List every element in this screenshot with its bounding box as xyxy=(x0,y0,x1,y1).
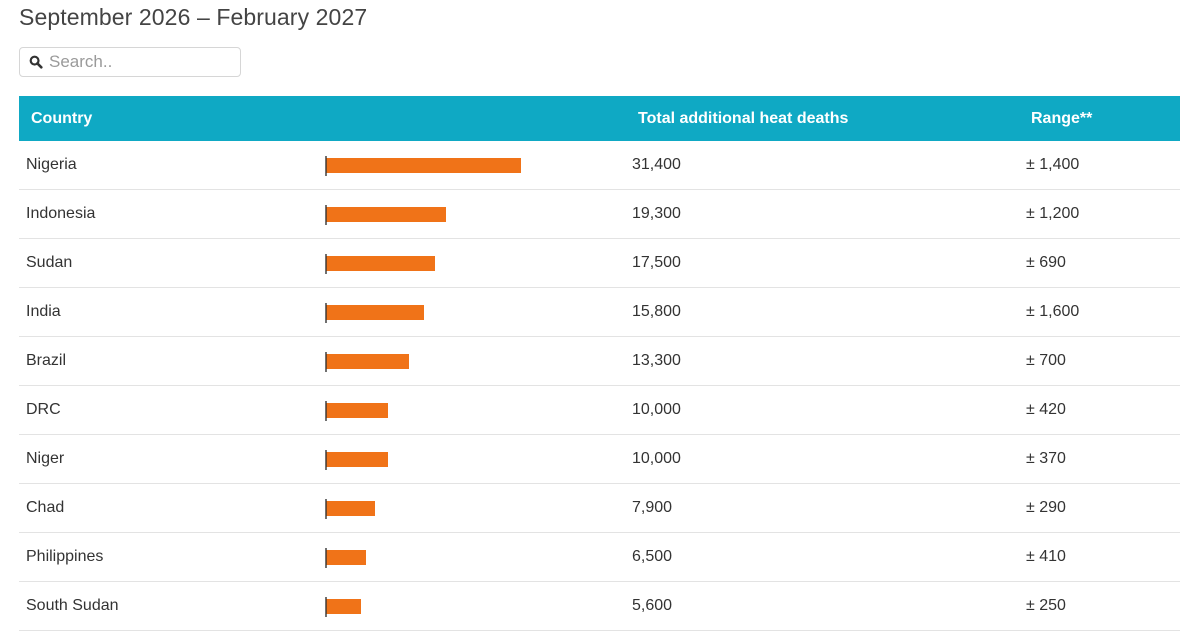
table-row: Nigeria 31,400 ± 1,400 xyxy=(19,141,1180,190)
bar-cell xyxy=(325,254,625,274)
bar-chart-svg xyxy=(325,401,388,421)
bar-chart-svg xyxy=(325,450,388,470)
data-table: Country Total additional heat deaths Ran… xyxy=(19,96,1180,631)
country-cell: Chad xyxy=(26,499,65,516)
table-row: Brazil 13,300 ± 700 xyxy=(19,337,1180,386)
table-row: Philippines 6,500 ± 410 xyxy=(19,533,1180,582)
table-row: Indonesia 19,300 ± 1,200 xyxy=(19,190,1180,239)
range-cell: ± 1,200 xyxy=(1026,205,1080,222)
bar-chart-svg xyxy=(325,548,366,568)
table-row: Chad 7,900 ± 290 xyxy=(19,484,1180,533)
bar xyxy=(326,207,446,222)
search-box[interactable] xyxy=(19,47,241,77)
range-cell: ± 700 xyxy=(1026,352,1066,369)
total-cell: 31,400 xyxy=(632,156,681,173)
total-cell: 7,900 xyxy=(632,499,673,516)
bar xyxy=(326,550,366,565)
total-cell: 13,300 xyxy=(632,352,681,369)
country-cell: South Sudan xyxy=(26,597,119,614)
bar-chart-svg xyxy=(325,205,446,225)
country-cell: Philippines xyxy=(26,548,104,565)
table-body: Nigeria 31,400 ± 1,400 Indonesia 19,300 ± 1,2… xyxy=(19,141,1180,631)
table-header: Country Total additional heat deaths Ran… xyxy=(19,96,1180,141)
total-cell: 17,500 xyxy=(632,254,681,271)
range-cell: ± 420 xyxy=(1026,401,1066,418)
bar-chart-svg xyxy=(325,303,424,323)
total-cell: 6,500 xyxy=(632,548,673,565)
range-cell: ± 690 xyxy=(1026,254,1066,271)
range-cell: ± 410 xyxy=(1026,548,1066,565)
range-cell: ± 1,600 xyxy=(1026,303,1080,320)
bar-cell xyxy=(325,205,625,225)
total-cell: 15,800 xyxy=(632,303,681,320)
total-cell: 5,600 xyxy=(632,597,673,614)
country-cell: Nigeria xyxy=(26,156,77,173)
table-row: DRC 10,000 ± 420 xyxy=(19,386,1180,435)
bar xyxy=(326,599,361,614)
range-cell: ± 250 xyxy=(1026,597,1066,614)
bar-cell xyxy=(325,548,625,568)
table-row: India 15,800 ± 1,600 xyxy=(19,288,1180,337)
table-row: South Sudan 5,600 ± 250 xyxy=(19,582,1180,631)
country-cell: DRC xyxy=(26,401,61,418)
country-cell: Sudan xyxy=(26,254,73,271)
bar xyxy=(326,354,409,369)
table-row: Sudan 17,500 ± 690 xyxy=(19,239,1180,288)
bar-chart-svg xyxy=(325,597,361,617)
bar xyxy=(326,403,388,418)
total-cell: 10,000 xyxy=(632,450,681,467)
country-cell: Niger xyxy=(26,450,65,467)
bar-chart-svg xyxy=(325,499,375,519)
search-input[interactable] xyxy=(49,52,229,72)
bar-chart-svg xyxy=(325,352,409,372)
total-cell: 19,300 xyxy=(632,205,681,222)
bar xyxy=(326,452,388,467)
country-cell: Indonesia xyxy=(26,205,96,222)
range-cell: ± 1,400 xyxy=(1026,156,1080,173)
country-cell: India xyxy=(26,303,61,320)
range-cell: ± 370 xyxy=(1026,450,1066,467)
bar xyxy=(326,256,435,271)
bar-cell xyxy=(325,450,625,470)
bar-chart-svg xyxy=(325,254,435,274)
page-title: September 2026 – February 2027 xyxy=(19,4,368,30)
column-header-total[interactable]: Total additional heat deaths xyxy=(638,110,849,127)
total-cell: 10,000 xyxy=(632,401,681,418)
bar xyxy=(326,305,424,320)
bar xyxy=(326,158,521,173)
range-cell: ± 290 xyxy=(1026,499,1066,516)
bar-cell xyxy=(325,303,625,323)
column-header-range[interactable]: Range** xyxy=(1031,110,1093,127)
bar-cell xyxy=(325,156,625,176)
bar xyxy=(326,501,375,516)
bar-chart-svg xyxy=(325,156,521,176)
bar-cell xyxy=(325,352,625,372)
bar-cell xyxy=(325,499,625,519)
bar-cell xyxy=(325,401,625,421)
country-cell: Brazil xyxy=(26,352,67,369)
search-icon xyxy=(29,55,43,69)
bar-cell xyxy=(325,597,625,617)
table-row: Niger 10,000 ± 370 xyxy=(19,435,1180,484)
column-header-country[interactable]: Country xyxy=(31,110,93,127)
